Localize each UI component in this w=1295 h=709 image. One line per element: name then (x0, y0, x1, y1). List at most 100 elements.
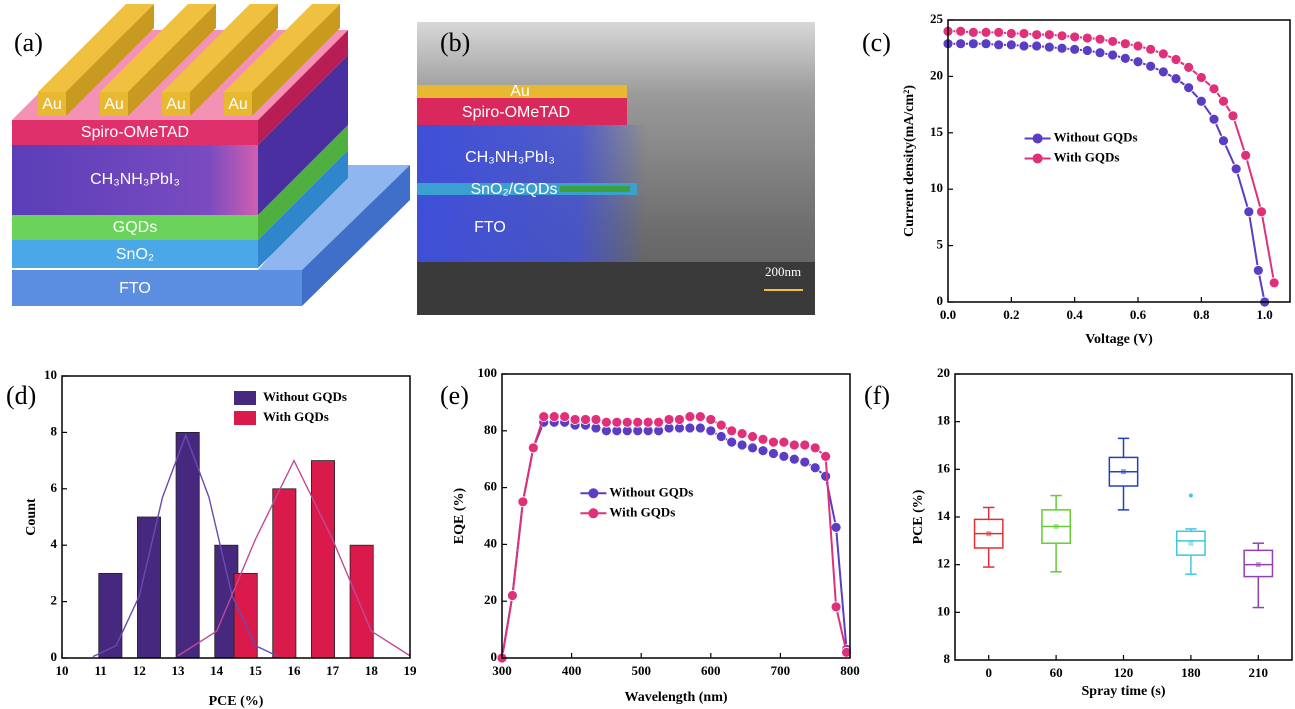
data-point (788, 453, 800, 465)
series-line (501, 415, 848, 659)
au-side (252, 4, 340, 116)
data-point (1183, 82, 1195, 94)
data-point (1132, 40, 1144, 52)
data-point (1043, 41, 1055, 53)
data-point (569, 414, 581, 425)
data-point (601, 416, 612, 428)
au-top (224, 4, 340, 92)
x-tick-label: 0.8 (1193, 307, 1210, 322)
x-tick-label: 13 (172, 663, 186, 678)
gqds-side (258, 125, 348, 240)
data-point (1119, 52, 1131, 64)
au-top (100, 4, 216, 92)
data-point (820, 450, 832, 462)
data-point (768, 436, 779, 448)
layer-label: FTO (474, 219, 506, 236)
mean (1188, 540, 1194, 546)
data-point (1227, 110, 1239, 122)
layer-label: CH₃NH₃PbI₃ (465, 149, 555, 166)
fto-band (417, 195, 647, 262)
data-point (726, 436, 738, 448)
sno2-side (258, 150, 348, 268)
data-point (1069, 43, 1081, 55)
data-point (757, 445, 769, 457)
data-point (621, 416, 633, 428)
panel-label: (e) (440, 381, 469, 410)
data-point (1132, 56, 1144, 68)
y-tick-label: 0 (51, 649, 58, 664)
data-point (1031, 40, 1043, 52)
data-point (1145, 60, 1157, 72)
legend-label: Without GQDs (1054, 129, 1138, 144)
mean (986, 531, 992, 537)
data-point (663, 414, 675, 425)
panel-label: (f) (864, 381, 890, 410)
data-point (1195, 72, 1207, 83)
data-point (1218, 135, 1229, 147)
data-point (1018, 40, 1030, 52)
y-tick-label: 6 (51, 480, 58, 495)
outlier (1188, 493, 1193, 498)
y-tick-label: 20 (937, 365, 950, 380)
data-point (1056, 30, 1068, 42)
panel-label: (d) (6, 381, 36, 410)
data-point (1252, 265, 1264, 276)
y-tick-label: 80 (484, 422, 497, 437)
plot-frame (61, 375, 411, 659)
layer-label: SnO₂/GQDs (470, 181, 557, 198)
panel-label: (c) (862, 28, 891, 57)
data-point (1081, 32, 1093, 44)
legend-label: Without GQDs (609, 484, 693, 499)
data-point (538, 411, 550, 423)
sem-substrate (417, 262, 815, 315)
x-tick-label: 14 (210, 663, 224, 678)
plot-frame (947, 19, 1291, 303)
au-top (162, 4, 278, 92)
data-point (1018, 28, 1030, 39)
data-point (1031, 29, 1043, 41)
legend-label: Without GQDs (263, 389, 347, 404)
bar (272, 488, 297, 659)
bar (233, 573, 258, 659)
x-tick-label: 12 (133, 663, 146, 678)
y-tick-label: 10 (937, 603, 950, 618)
au-top (38, 4, 154, 92)
data-point (980, 27, 992, 38)
y-axis-label: Current density(mA/cm²) (902, 85, 917, 237)
legend-marker (1032, 153, 1043, 164)
data-point (642, 416, 654, 428)
data-point (1081, 45, 1093, 56)
data-point (694, 422, 706, 434)
y-tick-label: 8 (51, 423, 58, 438)
fto-top (258, 165, 410, 270)
data-point (559, 411, 571, 423)
x-tick-label: 60 (1050, 665, 1063, 680)
mean (1053, 524, 1059, 530)
data-point (653, 416, 664, 428)
gqds-band (560, 186, 630, 192)
sno2-layer (12, 240, 258, 268)
y-tick-label: 100 (478, 365, 498, 380)
x-tick-label: 10 (56, 663, 69, 678)
data-point (1043, 29, 1055, 41)
data-point (1069, 31, 1081, 43)
x-tick-label: 400 (562, 663, 582, 678)
fit-curve (92, 433, 279, 658)
bar (98, 573, 123, 659)
data-point (778, 450, 790, 462)
mean (1255, 562, 1261, 568)
legend-swatch (234, 391, 256, 405)
data-point (580, 414, 591, 425)
x-axis-label: PCE (%) (209, 694, 264, 709)
x-tick-label: 18 (365, 663, 379, 678)
legend-marker (588, 508, 599, 519)
data-point (778, 436, 790, 448)
bar (175, 431, 200, 659)
data-point (830, 521, 842, 533)
device-schematic: Au Au Au Au Spiro-OMeTAD CH₃NH₃PbI₃ GQDs… (12, 4, 410, 306)
y-tick-label: 10 (44, 367, 57, 382)
data-point (1208, 113, 1220, 125)
x-tick-label: 17 (326, 663, 340, 678)
y-tick-label: 18 (937, 413, 951, 428)
